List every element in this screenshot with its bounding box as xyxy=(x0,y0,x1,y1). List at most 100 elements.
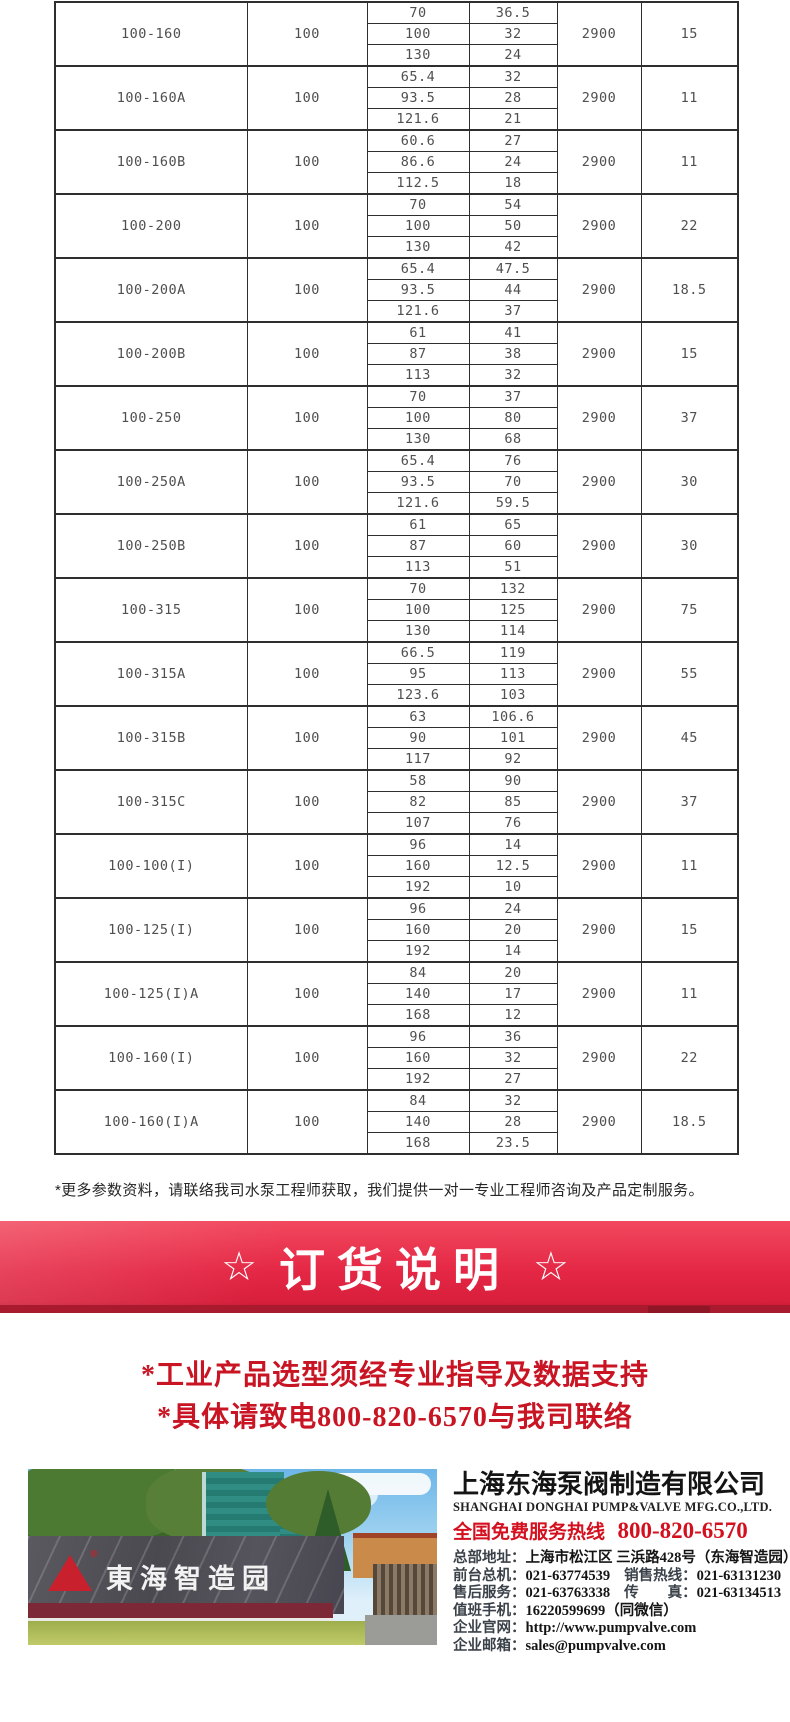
company-logo-icon xyxy=(48,1555,92,1591)
flow-cell: 121.6 xyxy=(366,300,470,323)
flow-cell: 113 xyxy=(366,556,470,579)
spec-subrow: 100-250 100 70 37 2900 37 xyxy=(54,385,739,451)
head-cell: 20 xyxy=(468,919,558,941)
power-cell: 22 xyxy=(640,193,739,259)
factory-photo: ® 東海智造园 xyxy=(28,1469,437,1645)
head-cell: 50 xyxy=(468,215,558,237)
flow-cell: 60.6 xyxy=(366,129,470,152)
photo-flower-hedge xyxy=(28,1603,333,1618)
flow-cell: 93.5 xyxy=(366,87,470,109)
contact-value: 021-63763338 xyxy=(525,1585,611,1601)
company-name-cn: 上海东海泵阀制造有限公司 xyxy=(453,1469,766,1499)
head-cell: 18 xyxy=(468,172,558,195)
speed-cell: 2900 xyxy=(556,833,642,899)
head-cell: 51 xyxy=(468,556,558,579)
power-cell: 15 xyxy=(640,321,739,387)
spec-subrow: 192 10 xyxy=(55,876,738,899)
flow-cell: 96 xyxy=(366,833,470,856)
photo-driveway xyxy=(365,1615,437,1645)
power-cell: 11 xyxy=(640,833,739,899)
head-cell: 28 xyxy=(468,87,558,109)
contact-label: 值班手机： xyxy=(453,1602,526,1619)
flow-cell: 100 xyxy=(366,215,470,237)
head-cell: 90 xyxy=(468,769,558,792)
spec-subrow: 192 27 xyxy=(55,1068,738,1091)
flow-cell: 121.6 xyxy=(366,108,470,131)
flow-cell: 160 xyxy=(366,919,470,941)
head-cell: 27 xyxy=(468,129,558,152)
flow-cell: 84 xyxy=(366,1089,470,1112)
flow-cell: 130 xyxy=(366,44,470,67)
spec-subrow: 100-160A 100 65.4 32 2900 11 xyxy=(54,65,739,131)
flow-cell: 61 xyxy=(366,321,470,344)
speed-cell: 2900 xyxy=(556,449,642,515)
spec-subrow: 100-125(I) 100 96 24 2900 15 xyxy=(54,897,739,963)
spec-subrow: 100 125 xyxy=(55,599,738,621)
inlet-diameter-cell: 100 xyxy=(246,385,368,451)
hotline-label: 全国免费服务热线 xyxy=(453,1522,606,1543)
head-cell: 106.6 xyxy=(468,705,558,728)
head-cell: 32 xyxy=(468,1047,558,1069)
inlet-diameter-cell: 100 xyxy=(246,641,368,707)
model-cell: 100-250A xyxy=(54,449,248,515)
head-cell: 37 xyxy=(468,300,558,323)
spec-table-section: 100-160 100 70 36.5 2900 15 100 32 130 24 100-160A… xyxy=(54,1,790,1155)
speed-cell: 2900 xyxy=(556,513,642,579)
head-cell: 14 xyxy=(468,940,558,963)
flow-cell: 130 xyxy=(366,620,470,643)
spec-subrow: 160 20 xyxy=(55,919,738,941)
power-cell: 11 xyxy=(640,65,739,131)
contact-website: http://www.pumpvalve.com xyxy=(525,1620,697,1636)
star-icon: ☆ xyxy=(533,1245,569,1289)
speed-cell: 2900 xyxy=(556,129,642,195)
model-cell: 100-315B xyxy=(54,705,248,771)
flow-cell: 112.5 xyxy=(366,172,470,195)
contact-line-email: 企业邮箱：sales@pumpvalve.com xyxy=(453,1638,768,1656)
head-cell: 24 xyxy=(468,897,558,920)
spec-subrow: 100-200 100 70 54 2900 22 xyxy=(54,193,739,259)
speed-cell: 2900 xyxy=(556,193,642,259)
model-cell: 100-125(I)A xyxy=(54,961,248,1027)
flow-cell: 95 xyxy=(366,663,470,685)
slogan-block: *工业产品选型须经专业指导及数据支持 *具体请致电800-820-6570与我司… xyxy=(0,1355,790,1439)
head-cell: 44 xyxy=(468,279,558,301)
power-cell: 30 xyxy=(640,513,739,579)
inlet-diameter-cell: 100 xyxy=(246,769,368,835)
contact-lines: 总部地址：上海市松江区 三浜路428号（东海智造园） 前台总机：021-6377… xyxy=(453,1550,790,1656)
power-cell: 37 xyxy=(640,385,739,451)
spec-subrow: 82 85 xyxy=(55,791,738,813)
model-cell: 100-160 xyxy=(54,1,248,67)
speed-cell: 2900 xyxy=(556,321,642,387)
spec-subrow: 100-200B 100 61 41 2900 15 xyxy=(54,321,739,387)
head-cell: 113 xyxy=(468,663,558,685)
spec-subrow: 168 23.5 xyxy=(55,1132,738,1155)
inlet-diameter-cell: 100 xyxy=(246,129,368,195)
model-cell: 100-200A xyxy=(54,257,248,323)
contact-line-phones: 前台总机：021-63774539 销售热线：021-63131230 xyxy=(453,1568,781,1586)
spec-subrow: 100-315B 100 63 106.6 2900 45 xyxy=(54,705,739,771)
head-cell: 80 xyxy=(468,407,558,429)
contact-line-mobile: 值班手机：16220599699（同微信） xyxy=(453,1603,768,1621)
slogan-line-2: *具体请致电800-820-6570与我司联络 xyxy=(157,1402,633,1433)
banner-ribbon-fold xyxy=(648,1306,710,1313)
spec-subrow: 140 28 xyxy=(55,1111,738,1133)
flow-cell: 86.6 xyxy=(366,151,470,173)
power-cell: 75 xyxy=(640,577,739,643)
flow-cell: 65.4 xyxy=(366,65,470,88)
spec-subrow: 100-160(I)A 100 84 32 2900 18.5 xyxy=(54,1089,739,1155)
flow-cell: 63 xyxy=(366,705,470,728)
flow-cell: 100 xyxy=(366,23,470,45)
speed-cell: 2900 xyxy=(556,577,642,643)
head-cell: 14 xyxy=(468,833,558,856)
spec-subrow: 100-200A 100 65.4 47.5 2900 18.5 xyxy=(54,257,739,323)
flow-cell: 96 xyxy=(366,897,470,920)
model-cell: 100-160B xyxy=(54,129,248,195)
flow-cell: 93.5 xyxy=(366,471,470,493)
speed-cell: 2900 xyxy=(556,1025,642,1091)
slogan-line-1: *工业产品选型须经专业指导及数据支持 xyxy=(140,1360,649,1391)
flow-cell: 61 xyxy=(366,513,470,536)
spec-subrow: 86.6 24 xyxy=(55,151,738,173)
power-cell: 18.5 xyxy=(640,257,739,323)
speed-cell: 2900 xyxy=(556,385,642,451)
